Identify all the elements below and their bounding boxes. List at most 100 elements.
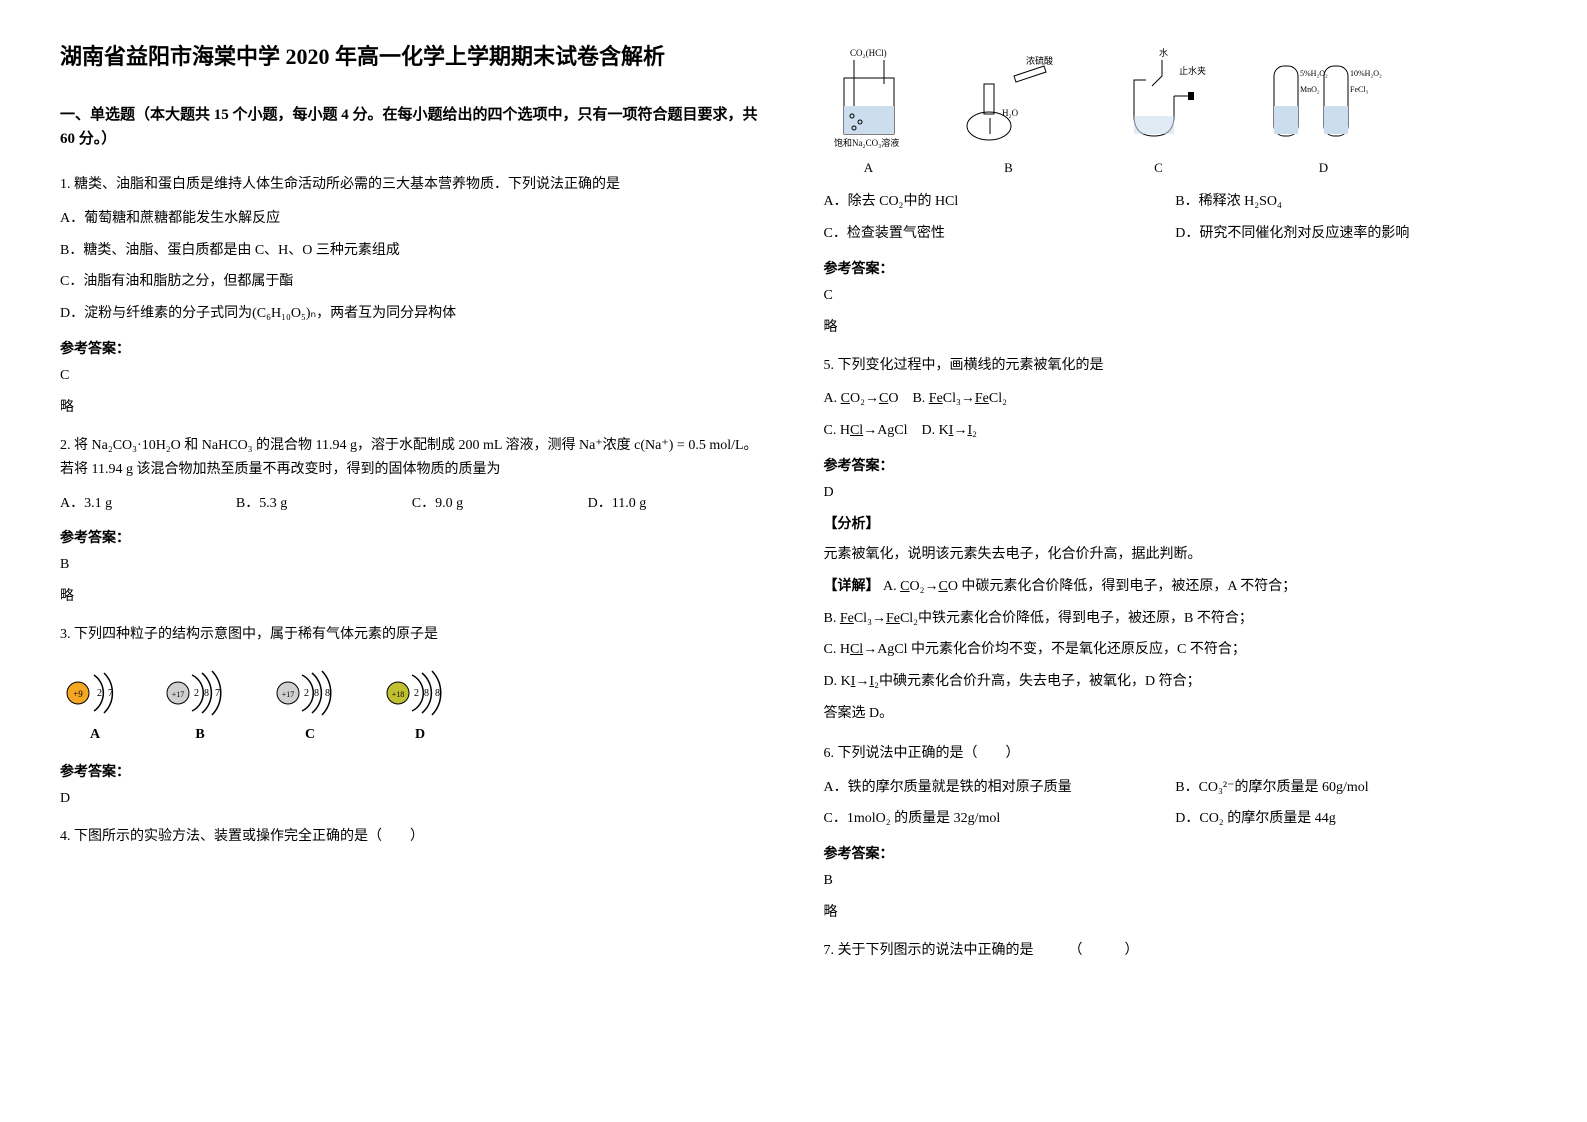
q5-row2: C. HCl→AgCl D. KI→I₂ [824,419,1528,443]
q4-diagram-row: CO₂(HCl) 饱和Na₂CO₃溶液 A 浓硫酸 H₂O [824,46,1528,176]
q4-label-D: D [1319,160,1328,176]
q3-answer: D [60,791,764,807]
q5-analysis-label: 【分析】 [824,513,1528,533]
q1-answer: C [60,368,764,384]
q4-capD-l1: 5%H₂O₂ [1300,69,1328,78]
q6-answer-label: 参考答案： [824,843,1528,863]
q2-note: 略 [60,585,764,605]
q4-label-B: B [1004,160,1013,176]
q4-stem: 4. 下图所示的实验方法、装置或操作完全正确的是（ ） [60,825,764,849]
q5-detail-label: 【详解】 [824,579,880,594]
q4-capD-b1: MnO₂ [1300,85,1320,94]
section-header: 一、单选题（本大题共 15 个小题，每小题 4 分。在每小题给出的四个选项中，只… [60,103,764,151]
q2-B: B．5.3 g [236,492,412,516]
q6-answer: B [824,873,1528,889]
svg-text:+17: +17 [282,690,295,699]
q3-atom-D: +18 2 8 8 D [380,663,460,743]
q1-note: 略 [60,396,764,416]
svg-text:8: 8 [325,688,330,699]
q2-A: A．3.1 g [60,492,236,516]
q2-stem: 2. 将 Na₂CO₃·10H₂O 和 NaHCO₃ 的混合物 11.94 g，… [60,434,764,482]
svg-text:8: 8 [435,688,440,699]
q4-exp-B: 浓硫酸 H₂O B [954,46,1064,176]
svg-text:+18: +18 [392,690,405,699]
q6-C: C．1molO₂ 的质量是 32g/mol [824,807,1176,831]
q4-capD-l2: 10%H₂O₂ [1350,69,1382,78]
q4-optC: C．检查装置气密性 [824,222,1176,246]
q4-optA: A．除去 CO₂中的 HCl [824,190,1176,214]
q4-capA-top: CO₂(HCl) [850,48,887,58]
svg-text:2: 2 [97,688,102,699]
svg-text:2: 2 [304,688,309,699]
q2-C: C．9.0 g [412,492,588,516]
q5-detailD: D. KI→I₂中碘元素化合价升高，失去电子，被氧化，D 符合； [824,670,1528,694]
q4-capC-side: 止水夹 [1179,65,1206,76]
atom-C-svg: +17 2 8 8 [270,663,350,723]
q1-A: A．葡萄糖和蔗糖都能发生水解反应 [60,207,764,231]
q4-note: 略 [824,316,1528,336]
q4-optB: B．稀释浓 H₂SO₄ [1175,190,1527,214]
q4-exp-C: 水 止水夹 C [1104,46,1214,176]
q4-capA-bottom: 饱和Na₂CO₃溶液 [834,137,899,148]
q3-atom-C: +17 2 8 8 C [270,663,350,743]
atom-A-svg: +9 2 7 [60,663,130,723]
svg-text:7: 7 [108,688,113,699]
q4-capB-water: H₂O [1002,108,1019,118]
q5-answer: D [824,485,1528,501]
q4-answer: C [824,288,1528,304]
q3-stem: 3. 下列四种粒子的结构示意图中，属于稀有气体元素的原子是 [60,623,764,647]
q6-D: D．CO₂ 的摩尔质量是 44g [1175,807,1527,831]
q3-label-C: C [305,727,315,743]
q4-label-C: C [1154,160,1163,176]
svg-text:+17: +17 [172,690,185,699]
left-column: 湖南省益阳市海棠中学 2020 年高一化学上学期期末试卷含解析 一、单选题（本大… [60,40,764,969]
q2-answer-label: 参考答案： [60,527,764,547]
q3-label-D: D [415,727,425,743]
q4-svgC: 水 止水夹 [1104,46,1214,156]
q5-detailB: B. FeCl₃→FeCl₂中铁元素化合价降低，得到电子，被还原，B 不符合； [824,607,1528,631]
q3-atom-B: +17 2 8 7 B [160,663,240,743]
q6-A: A．铁的摩尔质量就是铁的相对原子质量 [824,776,1176,800]
q5-detailA-inline: A. CO₂→CO 中碳元素化合价降低，得到电子，被还原，A 不符合； [883,579,1296,594]
q1-stem: 1. 糖类、油脂和蛋白质是维持人体生命活动所必需的三大基本营养物质．下列说法正确… [60,173,764,197]
q2-answer: B [60,557,764,573]
q4-exp-A: CO₂(HCl) 饱和Na₂CO₃溶液 A [824,46,914,176]
q4-exp-D: 5%H₂O₂ 10%H₂O₂ MnO₂ FeCl₃ D [1254,46,1394,176]
q6-note: 略 [824,901,1528,921]
q6-B: B．CO₃²⁻的摩尔质量是 60g/mol [1175,776,1527,800]
atom-B-svg: +17 2 8 7 [160,663,240,723]
q3-diagram-row: +9 2 7 A +17 2 8 7 B [60,663,764,743]
q5-A: A. CO₂→CO [824,391,899,406]
q4-optD: D．研究不同催化剂对反应速率的影响 [1175,222,1527,246]
q5-C: C. HCl→AgCl [824,423,908,438]
q6-row1: A．铁的摩尔质量就是铁的相对原子质量 B．CO₃²⁻的摩尔质量是 60g/mol [824,776,1528,800]
q4-svgA: CO₂(HCl) 饱和Na₂CO₃溶液 [824,46,914,156]
q4-svgD: 5%H₂O₂ 10%H₂O₂ MnO₂ FeCl₃ [1254,46,1394,156]
q5-analysis1: 元素被氧化，说明该元素失去电子，化合价升高，据此判断。 [824,543,1528,567]
q3-label-B: B [195,727,204,743]
q4-answer-label: 参考答案： [824,258,1528,278]
svg-text:8: 8 [204,688,209,699]
q3-answer-label: 参考答案： [60,761,764,781]
q5-answer-label: 参考答案： [824,455,1528,475]
svg-text:8: 8 [314,688,319,699]
q3-label-A: A [90,727,100,743]
q4-capB-side: 浓硫酸 [1026,55,1053,66]
q4-capD-b2: FeCl₃ [1350,85,1369,94]
q5-stem: 5. 下列变化过程中，画横线的元素被氧化的是 [824,354,1528,378]
q2-options: A．3.1 g B．5.3 g C．9.0 g D．11.0 g [60,492,764,516]
atom-D-svg: +18 2 8 8 [380,663,460,723]
q5-detailC: C. HCl→AgCl 中元素化合价均不变，不是氧化还原反应，C 不符合； [824,638,1528,662]
svg-text:7: 7 [215,688,220,699]
q6-row2: C．1molO₂ 的质量是 32g/mol D．CO₂ 的摩尔质量是 44g [824,807,1528,831]
q4-svgB: 浓硫酸 H₂O [954,46,1064,156]
q5-B: B. FeCl₃→FeCl₂ [912,391,1007,406]
q2-D: D．11.0 g [588,492,764,516]
q3-atom-A: +9 2 7 A [60,663,130,743]
svg-text:8: 8 [424,688,429,699]
q1-B: B．糖类、油脂、蛋白质都是由 C、H、O 三种元素组成 [60,239,764,263]
q7-stem: 7. 关于下列图示的说法中正确的是 （ ） [824,939,1528,963]
svg-text:+9: +9 [73,689,83,699]
q5-D: D. KI→I₂ [922,423,977,438]
q6-stem: 6. 下列说法中正确的是（ ） [824,742,1528,766]
